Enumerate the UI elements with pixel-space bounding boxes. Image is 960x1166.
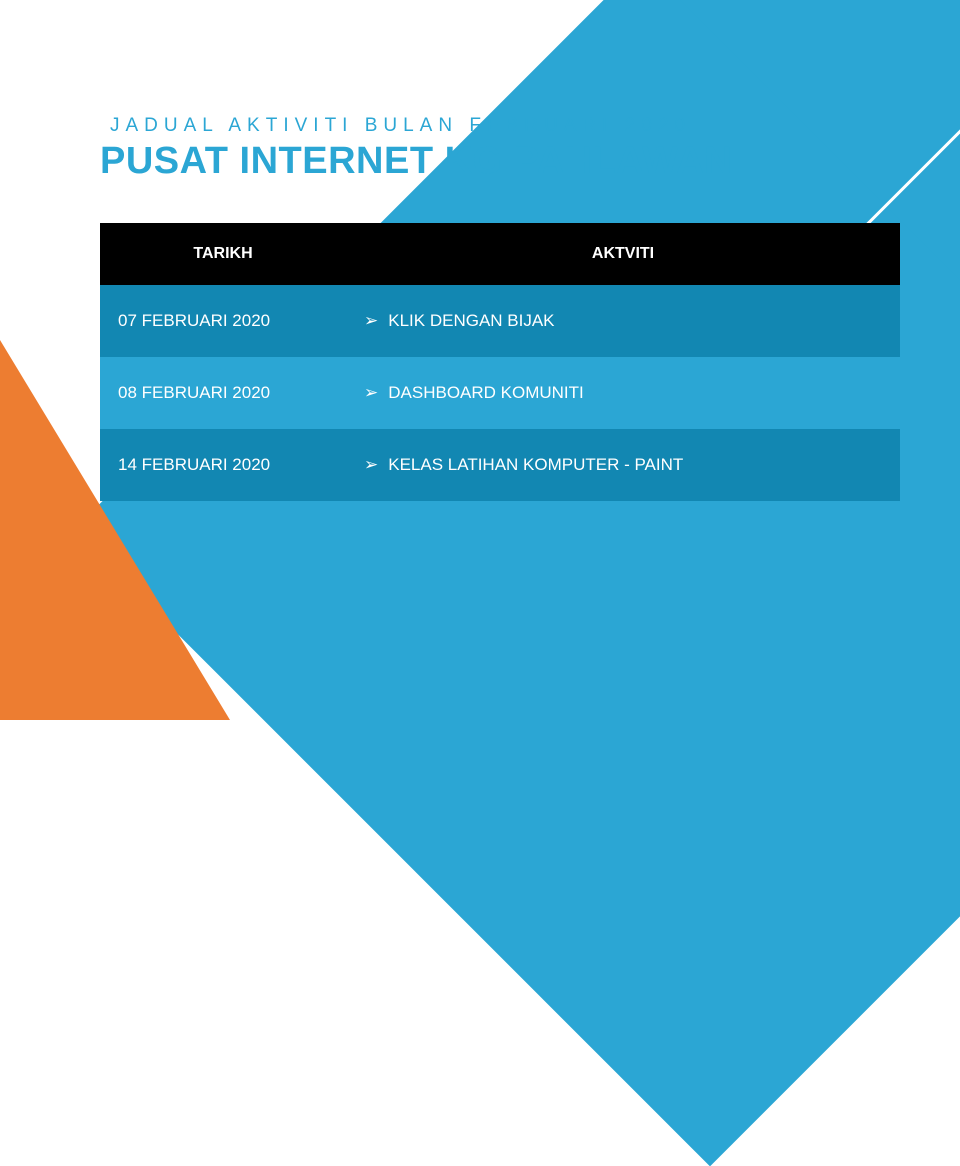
table-row: 14 FEBRUARI 2020 ➢ KELAS LATIHAN KOMPUTER… — [100, 429, 900, 501]
table-cell-activity: ➢ KLIK DENGAN BIJAK — [346, 285, 900, 357]
content-area: JADUAL AKTIVITI BULAN FEBRUARI 2020 PUSA… — [0, 0, 960, 501]
table-cell-activity: ➢ DASHBOARD KOMUNITI — [346, 357, 900, 429]
table-cell-activity: ➢ KELAS LATIHAN KOMPUTER - PAINT — [346, 429, 900, 501]
table-cell-date: 14 FEBRUARI 2020 — [100, 429, 346, 501]
table-header-row: TARIKH AKTVITI — [100, 223, 900, 285]
table-header-date: TARIKH — [100, 223, 346, 285]
page-subtitle: JADUAL AKTIVITI BULAN FEBRUARI 2020 — [100, 115, 880, 137]
schedule-table: TARIKH AKTVITI 07 FEBRUARI 2020 ➢ KLIK DE… — [100, 223, 900, 501]
table-cell-date: 07 FEBRUARI 2020 — [100, 285, 346, 357]
table-cell-date: 08 FEBRUARI 2020 — [100, 357, 346, 429]
table-row: 08 FEBRUARI 2020 ➢ DASHBOARD KOMUNITI — [100, 357, 900, 429]
page-title: PUSAT INTERNET KG PAHLAWAN — [100, 140, 880, 183]
activity-text: DASHBOARD KOMUNITI — [388, 383, 584, 402]
bullet-icon: ➢ — [364, 383, 378, 403]
activity-text: KLIK DENGAN BIJAK — [388, 311, 554, 330]
bullet-icon: ➢ — [364, 311, 378, 331]
table-header-activity: AKTVITI — [346, 223, 900, 285]
activity-text: KELAS LATIHAN KOMPUTER - PAINT — [388, 455, 683, 474]
table-row: 07 FEBRUARI 2020 ➢ KLIK DENGAN BIJAK — [100, 285, 900, 357]
bullet-icon: ➢ — [364, 455, 378, 475]
